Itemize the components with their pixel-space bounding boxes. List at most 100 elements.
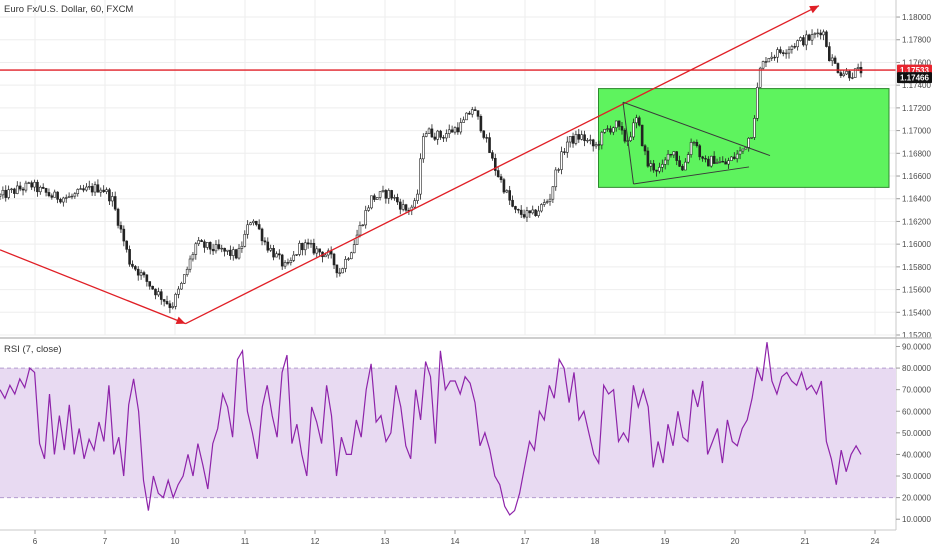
time-tick-label: 6 <box>33 537 38 546</box>
candle-body <box>79 188 82 190</box>
candle-body <box>111 196 114 202</box>
candle-body <box>185 268 189 275</box>
price-tick-label: 1.16400 <box>902 195 931 204</box>
candle-body <box>177 288 180 295</box>
rsi-title: RSI (7, close) <box>4 344 62 355</box>
candle-body <box>750 137 753 139</box>
candle-body <box>741 148 745 152</box>
price-badge <box>897 72 932 84</box>
candle-body <box>623 129 627 142</box>
candle-body <box>364 210 368 226</box>
candle-body <box>145 274 149 282</box>
candle-body <box>493 157 497 171</box>
candle-body <box>810 34 814 41</box>
rsi-tick-label: 30.0000 <box>902 472 931 481</box>
price-tick-label: 1.16000 <box>902 240 931 249</box>
candle-body <box>280 254 284 267</box>
rsi-pane[interactable]: RSI (7, close) 90.0000 80.0000 70.0000 60.0… <box>0 342 931 524</box>
candle-body <box>401 204 405 210</box>
candle-body <box>502 179 506 193</box>
candle-body <box>704 158 707 160</box>
candle-body <box>157 291 160 296</box>
candle-body <box>522 214 526 218</box>
candle-body <box>594 144 598 147</box>
price-axis[interactable]: 1.18000 1.17800 1.17600 1.17400 1.17200 1.170… <box>895 0 932 550</box>
candle-body <box>606 128 609 130</box>
candle-body <box>853 68 857 78</box>
candle-body <box>24 182 28 191</box>
candle-body <box>142 272 146 276</box>
candle-body <box>128 249 131 265</box>
candle-body <box>709 155 713 167</box>
trend-arrow-down-head <box>175 316 186 325</box>
rsi-axis[interactable]: 90.0000 80.0000 70.0000 60.0000 50.0000 40.00… <box>896 342 931 524</box>
candle-body <box>542 202 546 205</box>
candle-body <box>488 137 491 153</box>
candle-body <box>240 245 244 249</box>
candle-body <box>672 151 676 156</box>
candle-body <box>534 209 537 216</box>
candle-body <box>162 299 166 302</box>
candle-body <box>856 67 860 69</box>
rsi-tick-label: 20.0000 <box>902 494 931 503</box>
candle-body <box>139 272 143 276</box>
time-tick-label: 17 <box>521 537 530 546</box>
price-tick-label: 1.15200 <box>902 331 931 340</box>
candle-body <box>41 186 45 189</box>
candle-body <box>352 244 356 254</box>
time-axis[interactable]: 6 7 10 11 12 13 14 17 18 19 20 21 24 <box>0 529 896 546</box>
candle-body <box>387 190 391 199</box>
candle-body <box>718 161 722 163</box>
candle-body <box>36 181 39 193</box>
candle-body <box>447 129 451 134</box>
candle-body <box>563 151 566 153</box>
candle-body <box>476 110 480 117</box>
candle-body <box>119 225 123 230</box>
candle-body <box>816 32 820 35</box>
candle-body <box>136 268 140 276</box>
candle-body <box>278 253 281 256</box>
candle-body <box>1 189 5 196</box>
candle-body <box>612 127 615 133</box>
candle-body <box>188 258 192 270</box>
candle-body <box>571 136 575 144</box>
candle-body <box>675 151 679 161</box>
candle-body <box>390 190 393 199</box>
time-tick-label: 11 <box>241 537 250 546</box>
candle-body <box>715 162 719 164</box>
candle-body <box>499 176 503 180</box>
candle-body <box>159 291 163 300</box>
candle-body <box>134 266 137 270</box>
candle-body <box>637 117 641 126</box>
candle-body <box>254 220 258 225</box>
price-tick-label: 1.17000 <box>902 127 931 136</box>
candle-body <box>580 134 583 140</box>
candle-body <box>73 193 77 197</box>
candle-body <box>686 154 690 163</box>
candle-body <box>632 122 635 138</box>
candle-body <box>479 116 483 132</box>
candle-body <box>381 190 385 192</box>
rsi-tick-label: 10.0000 <box>902 515 931 524</box>
candle-body <box>148 281 152 287</box>
price-tick-label: 1.17200 <box>902 104 931 113</box>
candle-body <box>93 184 97 193</box>
candle-body <box>758 67 762 88</box>
candle-body <box>361 224 365 227</box>
candle-body <box>851 77 854 79</box>
candle-body <box>131 263 134 267</box>
candle-body <box>180 282 183 290</box>
price-tick-label: 1.16800 <box>902 149 931 158</box>
candle-body <box>27 182 31 184</box>
candle-body <box>122 228 126 242</box>
candle-body <box>756 87 759 119</box>
candle-body <box>286 262 290 264</box>
candle-body <box>200 240 203 243</box>
candle-body <box>102 189 105 192</box>
candle-body <box>234 249 238 259</box>
price-tick-label: 1.17600 <box>902 58 931 67</box>
candle-body <box>491 152 494 159</box>
candle-body <box>453 127 457 133</box>
